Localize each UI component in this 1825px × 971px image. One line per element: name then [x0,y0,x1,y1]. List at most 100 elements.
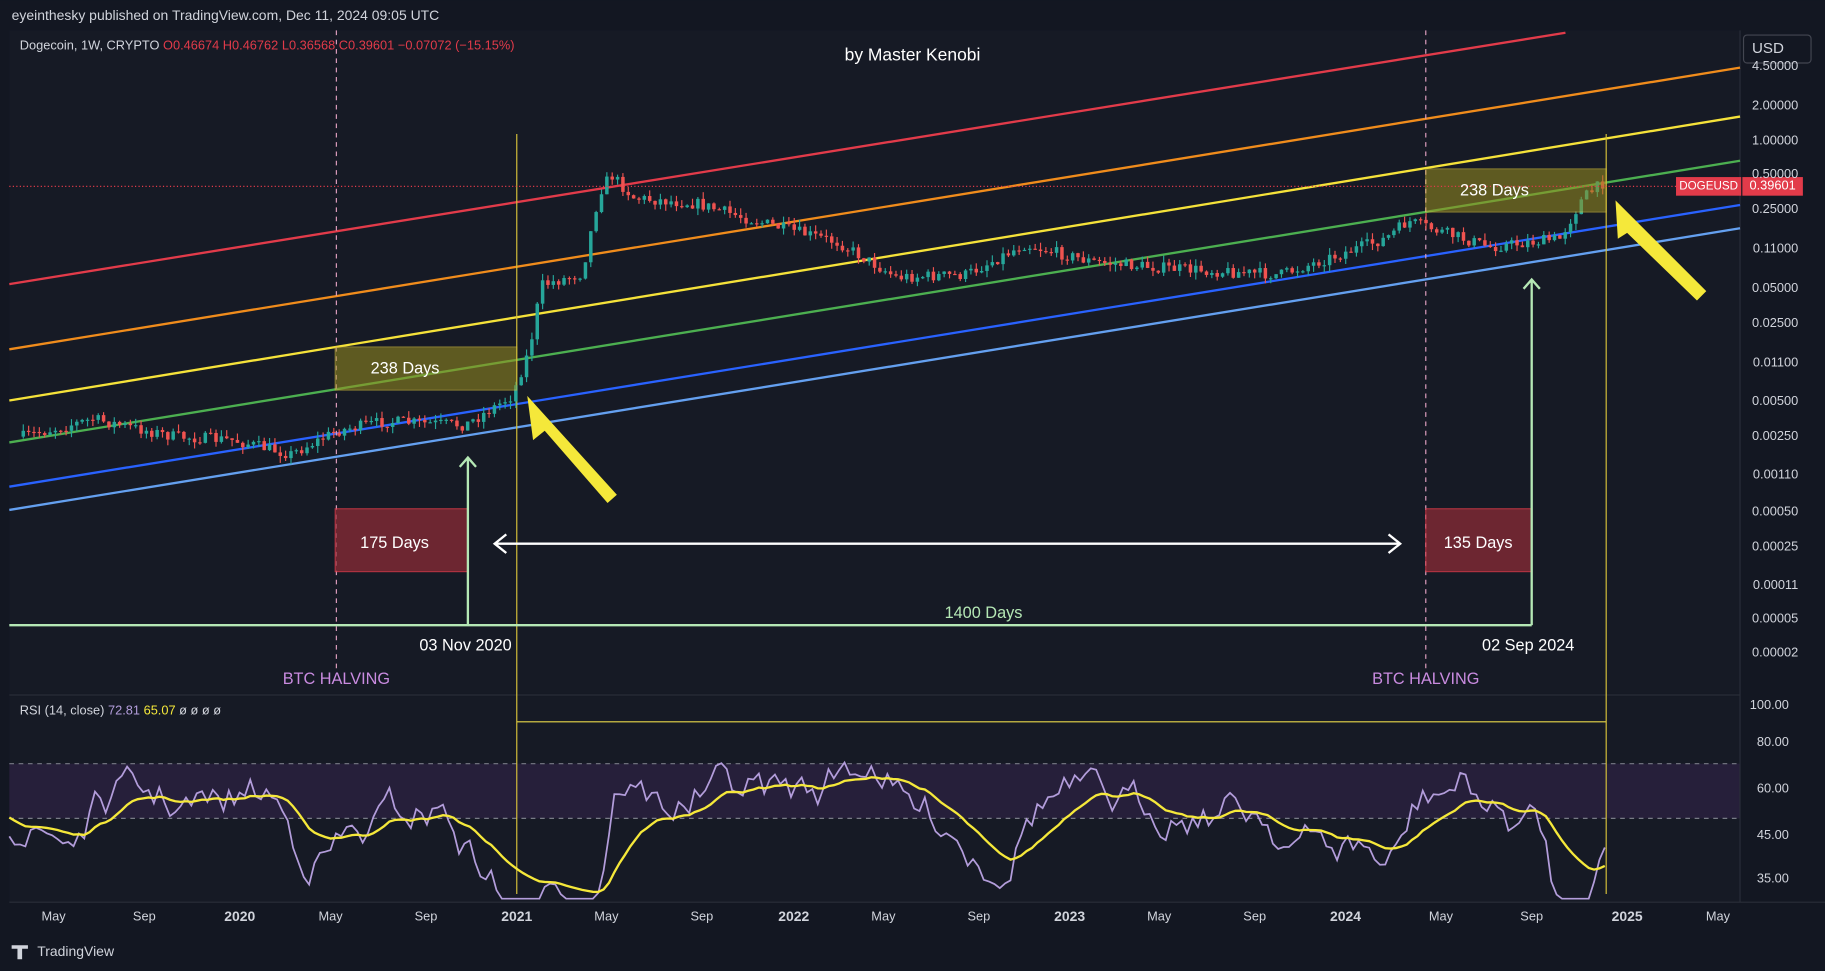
candle-body [1413,219,1418,222]
candle-body [1252,269,1257,273]
channel-orange [9,66,1741,351]
candle-body [1226,268,1230,274]
candle-body [963,270,968,279]
candle-body [224,436,229,439]
time-tick-label: 2022 [778,908,809,924]
candle-body [942,271,946,274]
candle-body [465,421,470,431]
candle-body [144,430,149,434]
candle-body [744,217,748,224]
time-tick-label: May [594,909,619,924]
candle-body [851,247,855,251]
candle-body [535,303,540,340]
candle-body [439,419,443,422]
candle-body [42,433,47,435]
candle-body [182,431,186,439]
candle-body [503,402,507,404]
candle-body [910,273,914,282]
candle-body [674,201,679,207]
candle-body [931,271,936,281]
candle-body [1477,238,1482,241]
candle-body [1451,227,1455,238]
candle-body [1392,230,1396,236]
candle-body [621,176,625,192]
candle-body [1434,229,1439,233]
candle-body [1086,258,1091,263]
candle-body [1295,271,1300,273]
candle-body [1515,240,1519,246]
candle-body [1103,260,1107,263]
candle-body [990,262,995,266]
candle-body [69,425,74,431]
span-arrow [492,533,1403,554]
date-label: 03 Nov 2020 [419,636,511,654]
price-tick-label: 0.02500 [1752,315,1798,330]
candle-body [353,428,357,431]
candle-body [1456,232,1460,238]
candle-body [1333,254,1337,259]
currency[interactable]: USD [1752,40,1784,57]
candle-body [862,258,866,262]
candle-body [1188,264,1193,273]
currency-button[interactable] [1742,34,1812,64]
candle-body [1370,239,1375,244]
candle-body [369,420,374,423]
candle-body [498,403,502,406]
candle-body [615,176,620,180]
candle-body [894,274,898,276]
price-tick-label: 0.01100 [1753,355,1798,370]
candle-body [1006,253,1011,256]
candle-body [230,438,234,440]
time-tick-label: May [318,909,343,924]
candle-body [75,421,79,426]
price-tick-label: 0.05000 [1752,280,1798,295]
candle-body [792,224,796,230]
price-tick-label: 2.00000 [1752,97,1798,112]
halving-label: BTC HALVING [283,670,390,688]
red-box [1425,508,1533,573]
candle-body [1445,227,1450,230]
candle-body [283,455,288,459]
candle-body [417,418,422,421]
candle-body [1108,262,1112,265]
title: by Master Kenobi [845,45,981,65]
candle-body [653,200,657,205]
candle-body [888,271,893,275]
candle-body [1177,264,1182,271]
candle-body [787,222,791,225]
candle-body [937,273,941,281]
candle-body [803,226,807,236]
candle-body [776,223,780,229]
candle-body [1552,235,1557,241]
time-tick-label: 2020 [224,908,255,924]
candle-body [48,432,52,435]
candle-body [696,198,700,209]
channel-blue [9,203,1741,488]
yellow-arrow [1615,200,1707,301]
price-tick-label: 0.00025 [1752,539,1798,554]
candle-body [1488,245,1493,248]
candle-body [1536,244,1541,246]
candle-body [878,267,882,272]
candle-body [251,441,256,445]
candle-body [706,203,711,210]
candle-body [583,262,588,279]
candle-body [262,441,266,451]
candle-body [899,275,904,280]
candle-body [947,271,952,274]
time-tick-label: May [871,909,896,924]
candle-body [1322,265,1327,267]
candle-body [267,444,272,451]
price-tick-label: 0.00500 [1752,393,1798,408]
candle-body [1563,232,1567,239]
candle-body [1301,271,1305,273]
green-arrows [9,277,1541,627]
candle-body [808,231,813,236]
candle-body [610,176,614,180]
candle-body [995,262,1000,265]
candle-body [1365,239,1369,242]
candle-body [487,412,491,415]
yellow-box [334,346,518,391]
candle-body [32,431,36,434]
candle-body [1493,247,1498,252]
